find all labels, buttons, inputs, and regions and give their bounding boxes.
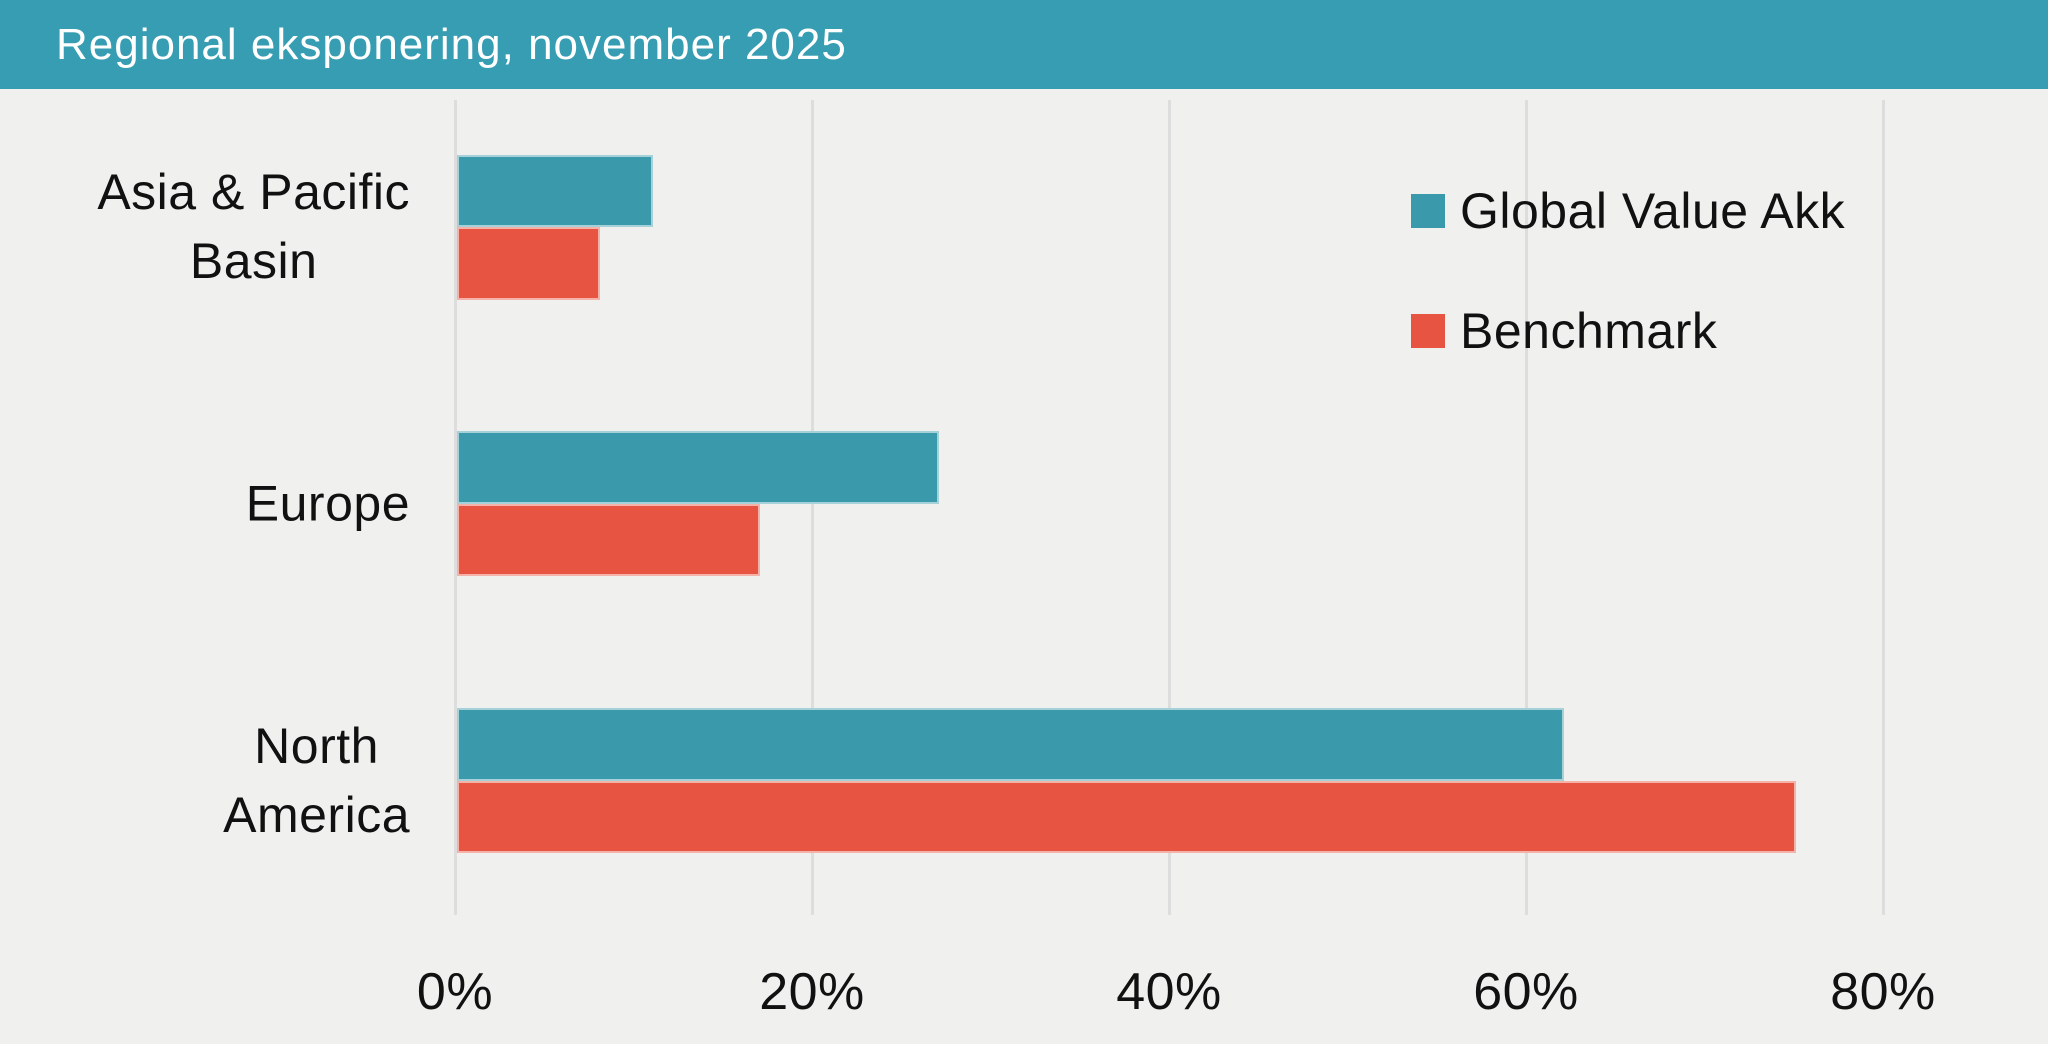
category-label-north-america: North America [223, 717, 410, 843]
legend-item-global-value-akk: Global Value Akk [1411, 182, 1845, 240]
gridline-0 [453, 100, 457, 915]
bar-benchmark-asia-pacific-basin [457, 227, 600, 300]
tick-label-20: 20% [759, 963, 865, 1021]
legend-item-benchmark: Benchmark [1411, 302, 1717, 360]
chart-title: Regional eksponering, november 2025 [56, 19, 847, 69]
chart-title-bar: Regional eksponering, november 2025 [0, 0, 2048, 89]
tick-label-60: 60% [1473, 963, 1579, 1021]
legend-label-benchmark: Benchmark [1460, 303, 1718, 359]
tick-label-80: 80% [1830, 963, 1936, 1021]
bar-global-value-akk-europe [457, 431, 939, 504]
bar-global-value-akk-north-america [457, 708, 1564, 781]
bar-chart: Asia & Pacific Basin Europe North America … [0, 89, 2048, 1044]
bar-benchmark-north-america [457, 780, 1796, 853]
category-label-europe: Europe [245, 475, 410, 531]
gridline-60 [1524, 100, 1528, 915]
bar-benchmark-europe [457, 503, 761, 576]
gridline-40 [1167, 100, 1171, 915]
bar-global-value-akk-asia-pacific-basin [457, 154, 654, 227]
legend-swatch-teal [1411, 194, 1445, 228]
tick-label-0: 0% [416, 963, 494, 1021]
gridline-20 [810, 100, 814, 915]
category-label-asia-pacific-basin: Asia & Pacific Basin [97, 164, 410, 289]
legend-swatch-red [1411, 314, 1445, 348]
tick-label-40: 40% [1116, 963, 1222, 1021]
legend-label-global-value-akk: Global Value Akk [1460, 183, 1846, 239]
gridline-80 [1881, 100, 1885, 915]
